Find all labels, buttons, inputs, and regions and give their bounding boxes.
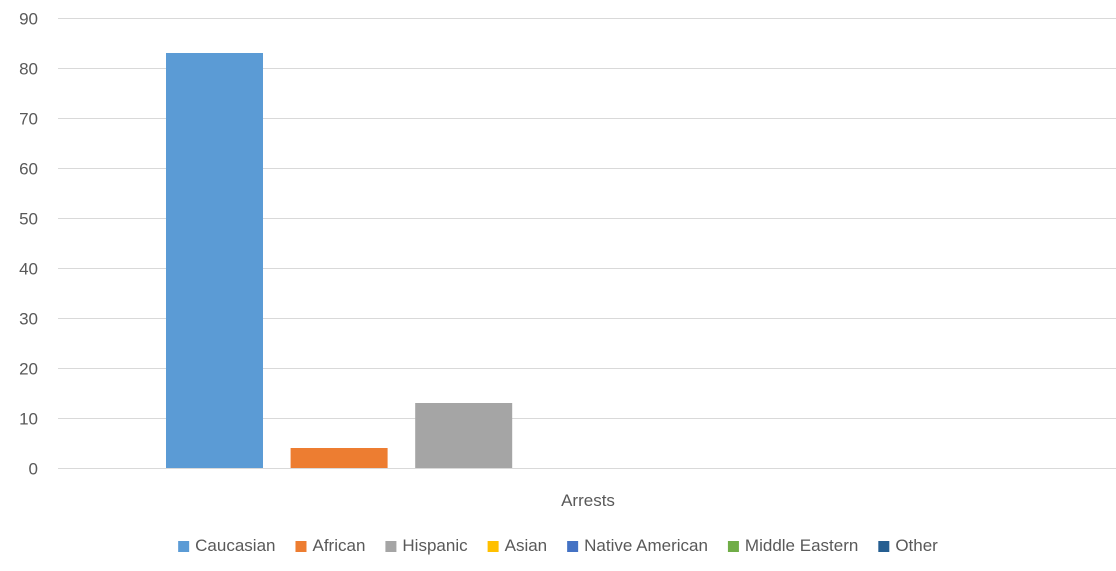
y-tick-label: 20 <box>19 360 38 379</box>
legend-item-native-american: Native American <box>567 536 708 555</box>
legend-item-hispanic: Hispanic <box>385 536 468 555</box>
legend-swatch <box>728 541 739 552</box>
y-tick-label: 60 <box>19 160 38 179</box>
y-tick-label: 50 <box>19 210 38 229</box>
y-tick-label: 10 <box>19 410 38 429</box>
y-tick-label: 30 <box>19 310 38 329</box>
legend-label: Caucasian <box>195 536 275 555</box>
legend-label: Middle Eastern <box>745 536 858 555</box>
y-tick-label: 40 <box>19 260 38 279</box>
legend-item-asian: Asian <box>488 536 548 555</box>
legend-label: Hispanic <box>402 536 468 555</box>
y-tick-label: 70 <box>19 110 38 129</box>
bar-caucasian <box>166 53 263 468</box>
bar-african <box>291 448 388 468</box>
y-tick-label: 80 <box>19 60 38 79</box>
legend-item-other: Other <box>878 536 938 555</box>
legend-swatch <box>878 541 889 552</box>
legend-swatch <box>295 541 306 552</box>
y-tick-label: 0 <box>29 460 38 479</box>
legend-label: Asian <box>505 536 548 555</box>
legend: Caucasian African Hispanic Asian Native Amer… <box>178 536 938 555</box>
y-tick-label: 90 <box>19 10 38 29</box>
legend-label: African <box>312 536 365 555</box>
bar-hispanic <box>415 403 512 468</box>
legend-item-middle-eastern: Middle Eastern <box>728 536 858 555</box>
y-axis-ticks: 0 10 20 30 40 50 60 70 80 90 <box>19 10 38 479</box>
legend-label: Other <box>895 536 938 555</box>
bars <box>166 53 512 468</box>
legend-item-african: African <box>295 536 365 555</box>
legend-swatch <box>178 541 189 552</box>
legend-swatch <box>385 541 396 552</box>
legend-swatch <box>567 541 578 552</box>
x-axis-categories: Arrests <box>561 491 615 510</box>
legend-label: Native American <box>584 536 708 555</box>
legend-item-caucasian: Caucasian <box>178 536 275 555</box>
x-category-label: Arrests <box>561 491 615 510</box>
legend-swatch <box>488 541 499 552</box>
